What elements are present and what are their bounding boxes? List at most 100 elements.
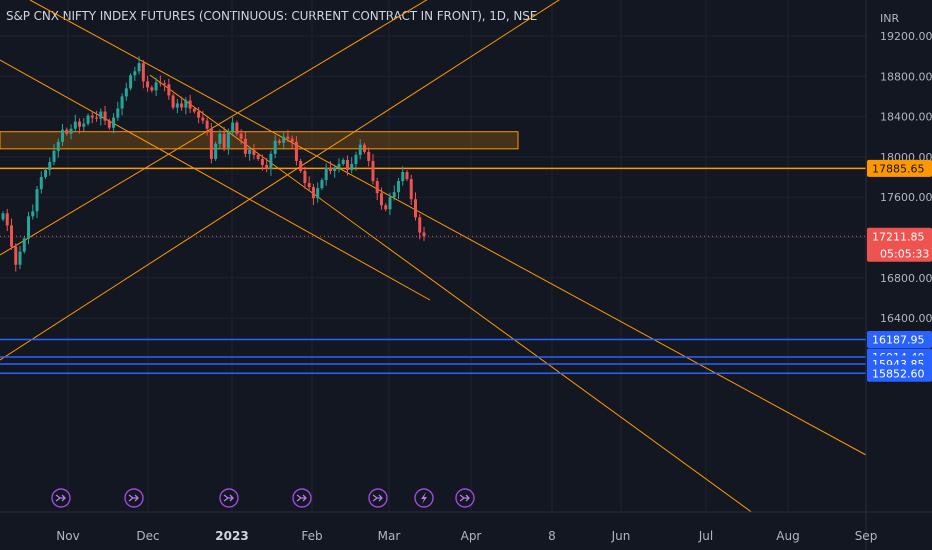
y-tick-label: 17600.00 <box>880 191 932 204</box>
price-tag: 15852.60 <box>867 364 932 382</box>
candle <box>146 75 150 92</box>
candle-body <box>252 149 256 155</box>
split-icon <box>219 488 239 508</box>
candle <box>248 146 252 161</box>
candle <box>61 124 65 147</box>
candle-body <box>392 192 396 198</box>
candle <box>82 118 86 132</box>
split-icon <box>292 488 312 508</box>
lightning-glyph <box>421 492 427 504</box>
candle <box>141 59 145 89</box>
candle-body <box>150 87 154 91</box>
candle <box>379 187 383 210</box>
candle-body <box>69 128 73 134</box>
candle-body <box>99 111 103 119</box>
last-price-tag-bg <box>867 227 932 262</box>
candle <box>78 118 82 134</box>
candle-body <box>256 154 260 159</box>
candle <box>345 155 349 176</box>
candle-body <box>39 177 43 190</box>
candle-body <box>311 187 315 199</box>
candle-body <box>337 163 341 168</box>
candle-body <box>341 159 345 164</box>
y-tick-label: 18800.00 <box>880 70 932 83</box>
candle-body <box>82 123 86 127</box>
candle <box>324 163 328 186</box>
x-tick-label: Feb <box>301 529 322 543</box>
candle <box>201 110 205 124</box>
candle-body <box>222 133 226 148</box>
price-tag-bg <box>867 330 932 348</box>
split-glyph <box>372 494 383 502</box>
candle-body <box>78 121 82 127</box>
candle <box>401 166 405 186</box>
candle <box>409 174 413 205</box>
candle-body <box>307 183 311 188</box>
candle <box>35 185 39 219</box>
candle-body <box>379 193 383 206</box>
candle-body <box>290 138 294 142</box>
candle-body <box>27 216 31 239</box>
candle <box>22 236 26 254</box>
candle-body <box>299 160 303 172</box>
candle <box>95 110 99 122</box>
candle <box>362 142 366 154</box>
candle-body <box>367 151 371 161</box>
candle <box>167 78 171 100</box>
candle-body <box>418 217 422 233</box>
candle-body <box>375 181 379 194</box>
candle-body <box>116 108 120 118</box>
candle <box>56 138 60 158</box>
candle-body <box>320 180 324 189</box>
candle <box>265 158 269 173</box>
candle <box>358 139 362 160</box>
candle-body <box>248 149 252 154</box>
candle <box>10 218 14 250</box>
candle <box>158 75 162 87</box>
candle <box>277 138 281 145</box>
candle-body <box>73 121 77 129</box>
split-glyph <box>459 494 470 502</box>
candle-body <box>10 225 14 247</box>
candle <box>214 141 218 161</box>
candle <box>150 85 154 93</box>
x-tick-label: 2023 <box>215 529 248 543</box>
candle-body <box>129 75 133 89</box>
candle <box>73 114 77 132</box>
candle-body <box>184 100 188 108</box>
candle <box>396 177 400 200</box>
price-tag-text: 17885.65 <box>872 162 925 175</box>
candle-body <box>90 115 94 118</box>
trend-line <box>0 0 560 361</box>
candle <box>367 147 371 167</box>
candle <box>218 129 222 150</box>
last-price-tag-text: 17211.85 <box>872 230 925 243</box>
candle-body <box>273 140 277 154</box>
candle-body <box>358 144 362 155</box>
lightning-icon <box>414 488 434 508</box>
candle <box>184 97 188 115</box>
candle <box>31 204 35 220</box>
split-icon <box>368 488 388 508</box>
time-axis <box>0 512 932 550</box>
candle <box>290 135 294 149</box>
candle <box>192 106 196 114</box>
candle <box>129 73 133 91</box>
candle-body <box>413 199 417 218</box>
candle <box>354 151 358 171</box>
candle-body <box>269 153 273 169</box>
candle <box>388 192 392 215</box>
candle-body <box>48 161 52 170</box>
candle <box>14 243 18 272</box>
split-glyph <box>296 494 307 502</box>
y-tick-label: 18400.00 <box>880 111 932 124</box>
candle <box>99 108 103 126</box>
candle <box>337 158 341 173</box>
candle <box>222 126 226 152</box>
trend-line <box>0 0 428 256</box>
candle-body <box>235 122 239 134</box>
candle <box>316 182 320 203</box>
candle-body <box>286 136 290 139</box>
price-tag-text: 15852.60 <box>872 367 925 380</box>
